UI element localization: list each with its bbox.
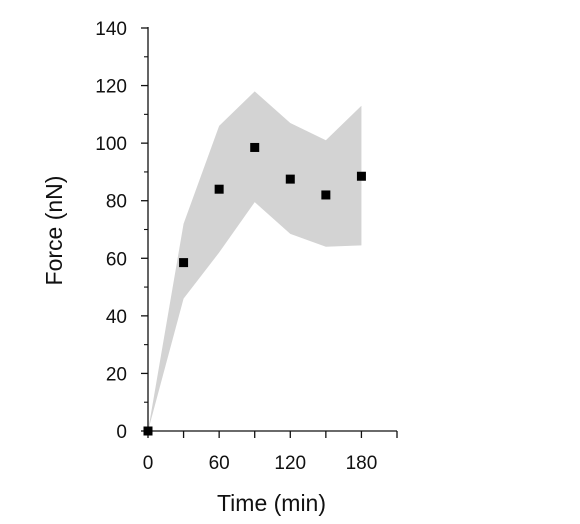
x-tick-label-120: 120 [274, 453, 306, 474]
data-point-0-1 [179, 258, 189, 268]
data-points-layer [143, 142, 366, 436]
x-tick-label-180: 180 [346, 453, 378, 474]
error-band-layer [148, 91, 362, 431]
y-tick-label-100: 100 [95, 134, 127, 155]
y-tick-label-0: 0 [116, 422, 127, 443]
data-point-0-0 [143, 426, 153, 436]
data-point-0-4 [285, 174, 295, 184]
error-band-0 [148, 91, 362, 431]
y-tick-label-120: 120 [95, 77, 127, 98]
x-tick-label-60: 60 [209, 453, 230, 474]
y-tick-label-80: 80 [106, 192, 127, 213]
y-tick-label-40: 40 [106, 307, 127, 328]
x-tick-label-0: 0 [143, 453, 154, 474]
data-point-0-6 [356, 171, 366, 181]
ticks-layer: 0 20 40 60 80 100 120 140 0 60 120 180 [95, 19, 398, 474]
y-tick-label-140: 140 [95, 19, 127, 40]
x-axis-title: Time (min) [217, 490, 326, 516]
y-tick-label-60: 60 [106, 249, 127, 270]
data-point-0-2 [214, 184, 224, 194]
y-axis-title: Force (nN) [41, 176, 67, 286]
y-tick-label-20: 20 [106, 364, 127, 385]
data-point-0-5 [321, 190, 331, 200]
data-point-0-3 [250, 142, 260, 152]
